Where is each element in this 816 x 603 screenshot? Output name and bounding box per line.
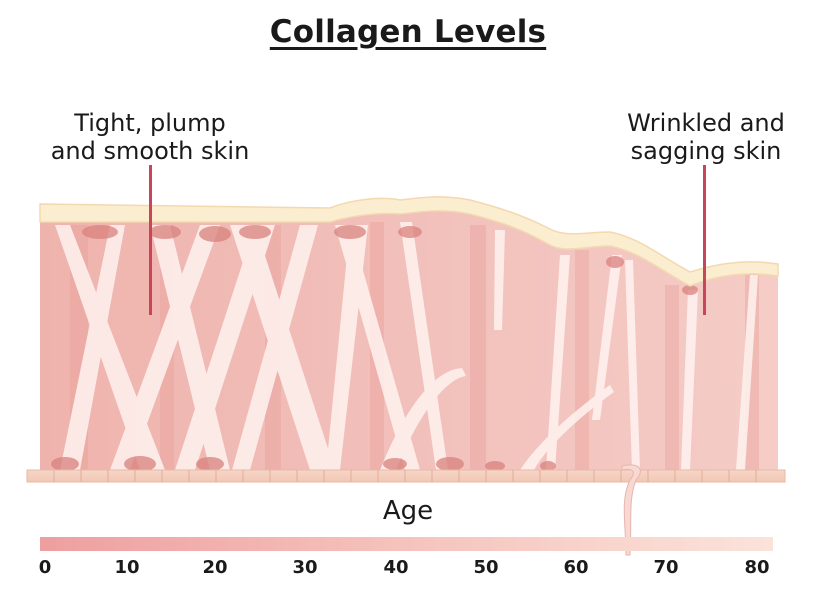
aged-skin-label: Wrinkled and sagging skin — [596, 109, 816, 165]
age-gradient-bar — [40, 537, 773, 551]
age-tick: 20 — [202, 557, 228, 578]
aged-skin-label-line-2: sagging skin — [630, 137, 782, 165]
detached-fiber — [621, 464, 641, 556]
age-tick: 0 — [38, 557, 52, 578]
diagram-title: Collagen Levels — [269, 14, 547, 50]
aged-skin-pointer — [703, 165, 706, 315]
age-tick: 30 — [292, 557, 318, 578]
young-skin-pointer — [149, 165, 152, 315]
age-tick: 10 — [114, 557, 140, 578]
collagen-tufts — [51, 225, 698, 472]
age-tick: 70 — [653, 557, 679, 578]
age-tick: 40 — [383, 557, 409, 578]
age-tick: 80 — [744, 557, 770, 578]
collagen-fibers — [55, 222, 758, 470]
base-layer — [26, 469, 786, 483]
age-tick: 60 — [563, 557, 589, 578]
age-axis-label: Age — [382, 496, 434, 526]
young-skin-label: Tight, plump and smooth skin — [20, 109, 280, 165]
young-skin-label-line-2: and smooth skin — [50, 137, 250, 165]
age-tick: 50 — [473, 557, 499, 578]
epidermis-layer — [39, 196, 779, 287]
aged-skin-label-line-1: Wrinkled and — [627, 109, 785, 137]
base-segments — [53, 470, 757, 482]
young-skin-label-line-1: Tight, plump — [74, 109, 226, 137]
